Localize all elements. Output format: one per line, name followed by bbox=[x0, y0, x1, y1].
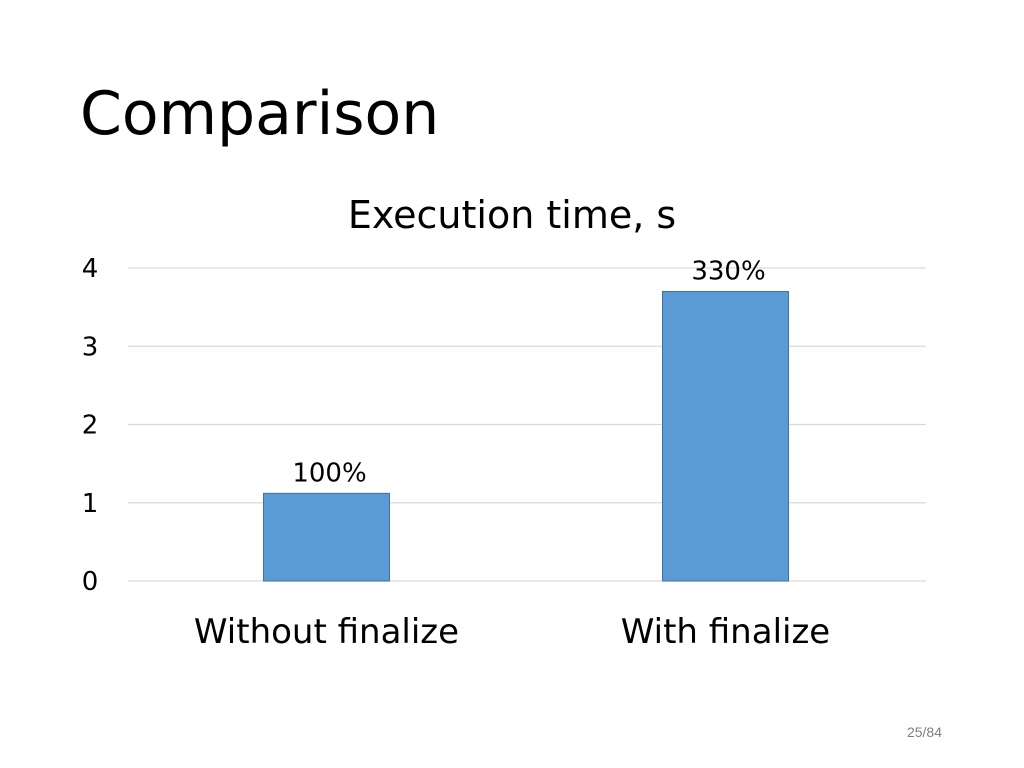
gridlines bbox=[128, 267, 926, 582]
y-tick-label: 2 bbox=[82, 411, 99, 441]
x-category-label: With finalize bbox=[621, 612, 830, 652]
page-number: 25/84 bbox=[906, 724, 942, 740]
bar bbox=[662, 290, 789, 582]
chart-title: Execution time, s bbox=[348, 193, 676, 237]
bar bbox=[263, 492, 390, 582]
y-axis-ticks: 0 1 2 3 4 bbox=[82, 254, 99, 597]
data-label: 330% bbox=[691, 256, 765, 286]
y-tick-label: 3 bbox=[82, 332, 99, 362]
y-tick-label: 0 bbox=[82, 567, 99, 597]
y-tick-label: 1 bbox=[82, 489, 99, 519]
x-axis-categories: Without finalize With finalize bbox=[194, 612, 830, 652]
y-tick-label: 4 bbox=[82, 254, 99, 284]
data-label: 100% bbox=[292, 458, 366, 488]
data-labels: 100% 330% bbox=[292, 256, 765, 488]
x-category-label: Without finalize bbox=[194, 612, 459, 652]
bars bbox=[263, 290, 789, 582]
slide-title: Comparison bbox=[80, 79, 440, 149]
